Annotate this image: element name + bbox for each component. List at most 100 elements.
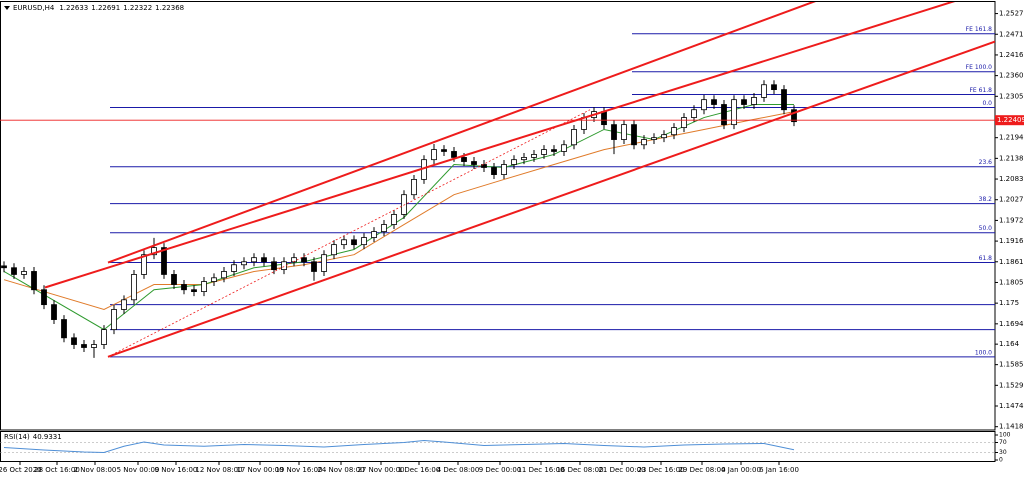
x-tick-label: 23 Dec 16:00	[637, 466, 684, 474]
symbol: EURUSD,H4	[13, 4, 55, 12]
y-tick-label: 1.15295	[999, 381, 1024, 389]
candle-body	[271, 261, 277, 271]
candle-body	[451, 151, 457, 158]
candle-body	[501, 164, 507, 175]
candle-body	[661, 134, 667, 139]
y-tick-label: 1.2416	[999, 51, 1024, 59]
x-tick-label: 21 Dec 00:00	[598, 466, 645, 474]
candle-body	[721, 104, 727, 126]
candle-body	[521, 157, 527, 161]
candle-body	[241, 261, 247, 266]
candle-body	[91, 344, 97, 348]
rsi-tick-label: 30	[999, 449, 1007, 456]
fib-label: FE 100.0	[966, 64, 993, 71]
candle-body	[1, 265, 7, 269]
candle-body	[351, 239, 357, 246]
moving-average	[3, 104, 794, 331]
rsi-line	[3, 439, 795, 454]
candle-body	[571, 129, 577, 146]
open-value: 1.22633	[59, 4, 88, 12]
close-value: 1.22368	[155, 4, 184, 12]
y-tick-label: 1.164	[999, 340, 1020, 348]
high-value: 1.22691	[91, 4, 120, 12]
candle-body	[731, 99, 737, 126]
candle-body	[321, 254, 327, 272]
y-tick-label: 1.18055	[999, 278, 1024, 286]
candle-body	[131, 274, 137, 301]
candle-body	[61, 319, 67, 339]
x-tick-label: 6 Jan 16:00	[759, 466, 799, 474]
y-tick-label: 1.14185	[999, 423, 1024, 431]
candle-body	[71, 337, 77, 345]
menu-arrow[interactable]	[4, 6, 10, 10]
candle-body	[311, 261, 317, 272]
candle-body	[691, 109, 697, 118]
candle-body	[541, 149, 547, 155]
moving-average	[3, 111, 795, 311]
plot-area	[0, 2, 995, 358]
x-tick-label: 28 Oct 16:00	[34, 466, 80, 474]
y-tick-label: 1.20275	[999, 196, 1024, 204]
y-tick-label: 1.1585	[999, 361, 1024, 369]
low-value: 1.22322	[123, 4, 152, 12]
candle-body	[101, 329, 107, 345]
fib-label: 0.0	[982, 100, 992, 107]
candle-body	[331, 244, 337, 256]
y-tick-label: 1.21385	[999, 154, 1024, 162]
candle-body	[551, 149, 557, 152]
candle-body	[481, 164, 487, 168]
rsi-value: 40.9331	[33, 433, 62, 441]
candle-body	[11, 267, 17, 275]
channel-line	[44, 2, 956, 289]
fib-label: 23.6	[979, 159, 993, 166]
candle-body	[781, 89, 787, 111]
rsi-name: RSI(14)	[4, 433, 30, 441]
candle-body	[701, 99, 707, 111]
fib-label: FE 61.8	[969, 87, 992, 94]
rsi-frame	[0, 431, 996, 462]
candle-body	[281, 261, 287, 271]
x-tick-label: 11 Dec 16:00	[517, 466, 564, 474]
candle-body	[511, 159, 517, 165]
main-frame	[0, 1, 996, 431]
y-tick-label: 1.2305	[999, 92, 1024, 100]
x-tick-label: 12 Nov 08:00	[195, 466, 242, 474]
x-tick-label: 16 Dec 08:00	[556, 466, 603, 474]
candle-body	[361, 237, 367, 246]
x-tick-label: 5 Nov 00:00	[117, 466, 160, 474]
y-tick-label: 1.16945	[999, 320, 1024, 328]
x-tick-label: 24 Nov 08:00	[317, 466, 364, 474]
x-tick-label: 17 Nov 00:00	[236, 466, 283, 474]
chart-title: EURUSD,H4 1.22633 1.22691 1.22322 1.22368	[13, 4, 184, 12]
candle-body	[161, 247, 167, 275]
candle-body	[381, 224, 387, 232]
candle-body	[171, 274, 177, 285]
y-tick-label: 1.23605	[999, 72, 1024, 80]
candle-body	[791, 109, 797, 123]
candle-body	[471, 161, 477, 165]
x-tick-label: 29 Dec 08:00	[678, 466, 725, 474]
rsi-tick-label: 70	[999, 439, 1007, 446]
y-tick-label: 1.1861	[999, 258, 1024, 266]
candle-body	[461, 157, 467, 162]
last-price-box	[995, 115, 1024, 126]
candle-body	[81, 344, 87, 348]
y-tick-label: 1.175	[999, 299, 1019, 307]
y-tick-label: 1.2194	[999, 134, 1024, 142]
candle-body	[641, 139, 647, 146]
y-tick-label: 1.1474	[999, 402, 1024, 410]
channel-line	[107, 2, 816, 264]
x-tick-label: 9 Nov 16:00	[155, 466, 198, 474]
candle-body	[651, 137, 657, 140]
candle-body	[181, 284, 187, 291]
candle-body	[41, 289, 47, 306]
candle-body	[151, 247, 157, 256]
fib-label: 50.0	[979, 225, 993, 232]
candle-body	[561, 144, 567, 152]
candle-body	[671, 127, 677, 136]
y-tick-label: 1.19165	[999, 237, 1024, 245]
channel-line	[107, 40, 995, 358]
x-tick-label: 2 Nov 08:00	[74, 466, 117, 474]
candle-body	[411, 179, 417, 196]
